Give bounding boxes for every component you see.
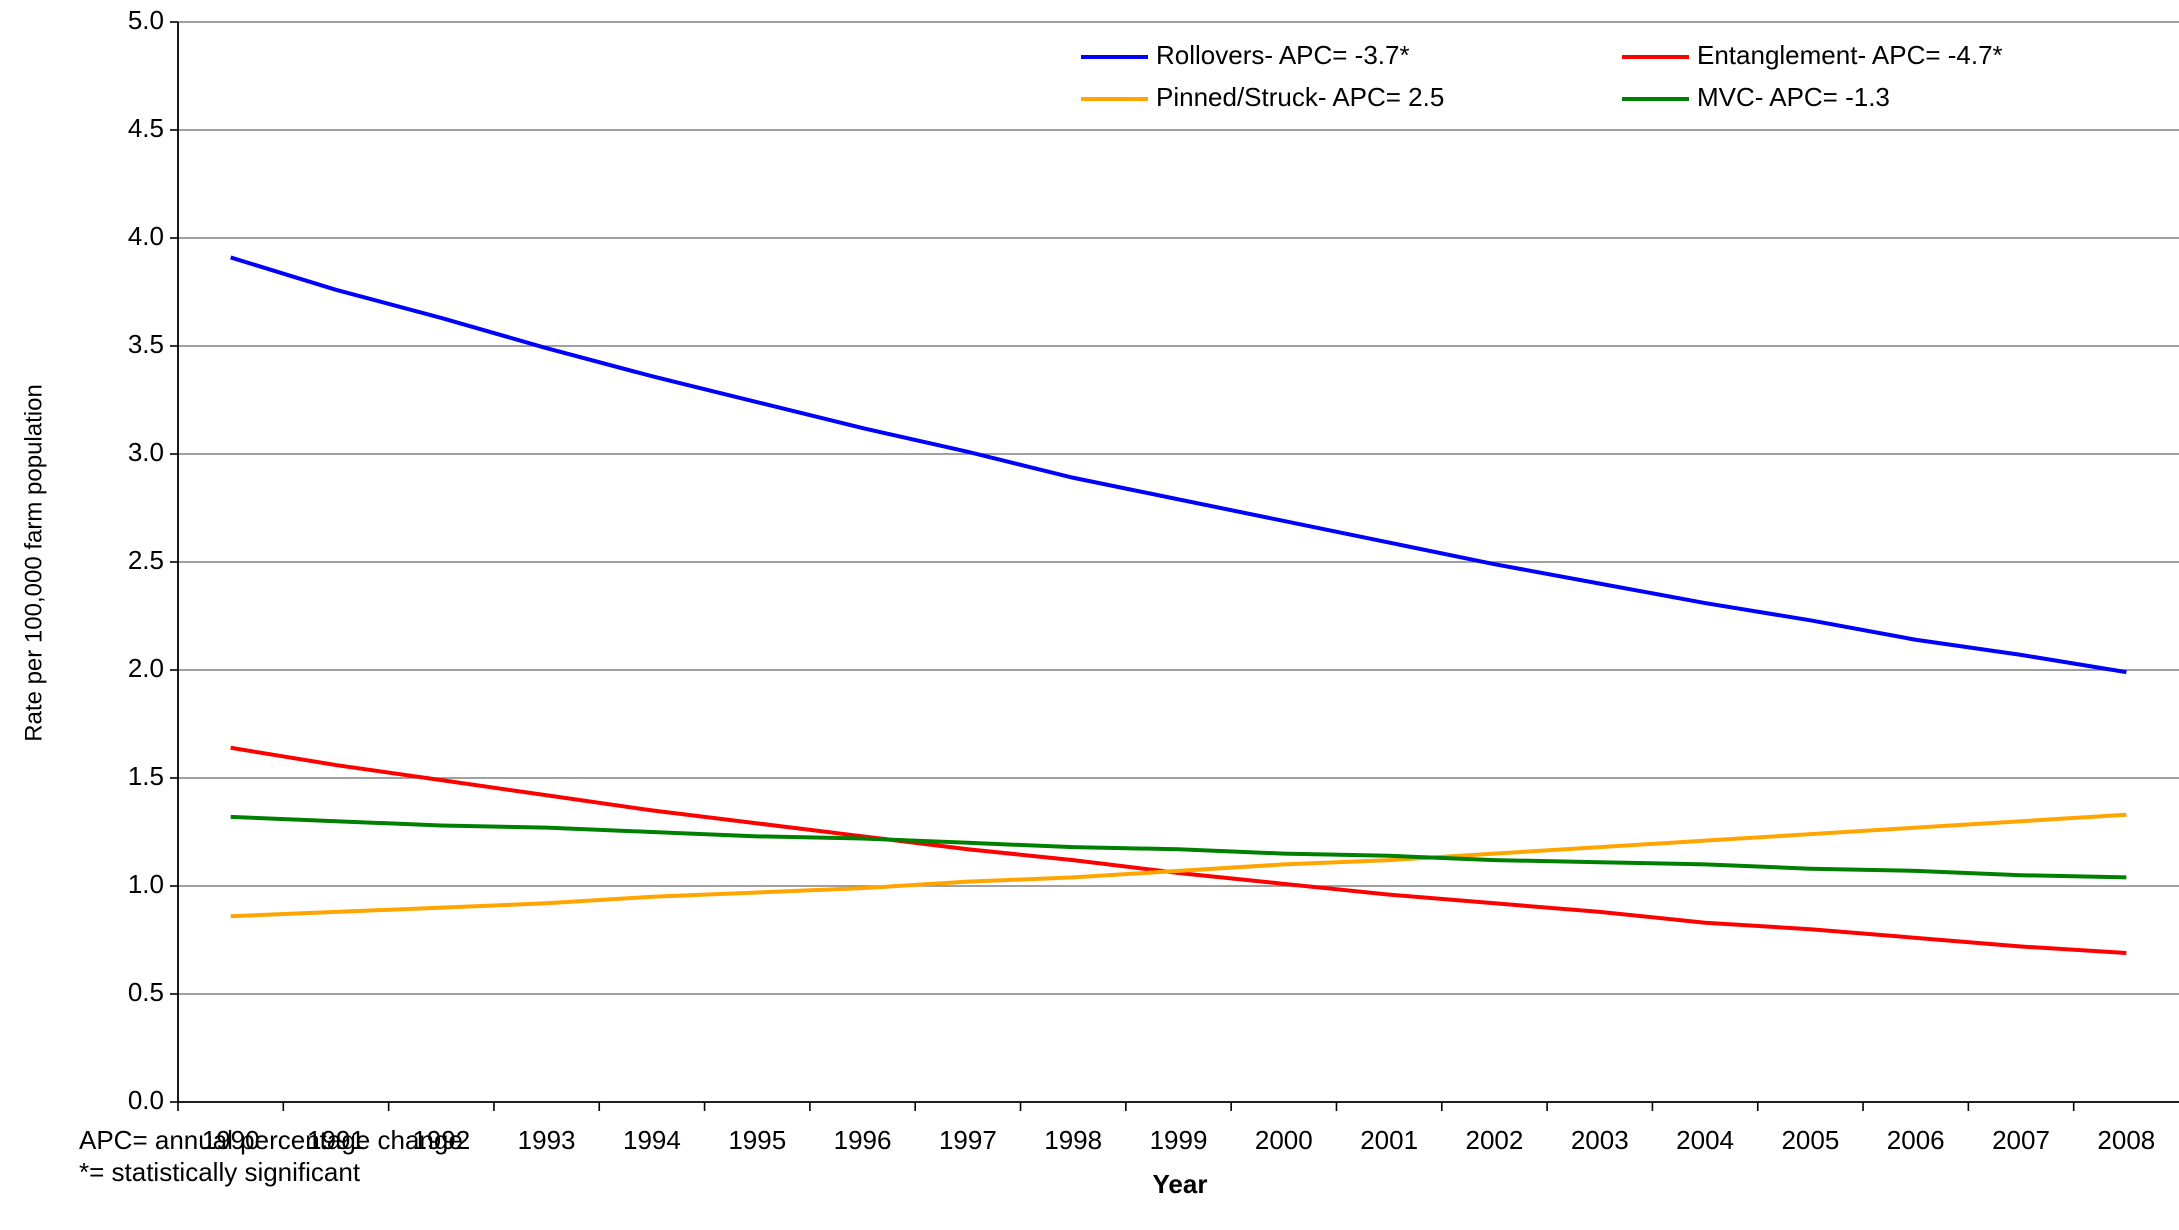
x-tick-label: 2002 [1466, 1125, 1524, 1155]
note: *= statistically significant [79, 1157, 361, 1187]
x-tick-label: 2003 [1571, 1125, 1629, 1155]
x-tick-label: 1996 [834, 1125, 892, 1155]
x-tick-label: 1995 [728, 1125, 786, 1155]
x-tick-label: 1992 [412, 1125, 470, 1155]
y-tick-label: 2.5 [128, 545, 164, 575]
x-tick-label: 1994 [623, 1125, 681, 1155]
x-tick-label: 2001 [1360, 1125, 1418, 1155]
series-line [230, 814, 2127, 880]
y-tick-label: 4.5 [128, 113, 164, 143]
y-tick-label: 5.0 [128, 5, 164, 35]
y-tick-label: 0.0 [128, 1085, 164, 1115]
x-tick-label: 2005 [1781, 1125, 1839, 1155]
x-tick-label: 1990 [202, 1125, 260, 1155]
y-tick-label: 2.0 [128, 653, 164, 683]
x-tick-label: 2008 [2097, 1125, 2155, 1155]
legend-label: Rollovers- APC= -3.7* [1156, 40, 1410, 70]
x-tick-label: 2007 [1992, 1125, 2050, 1155]
x-tick-label: 2000 [1255, 1125, 1313, 1155]
y-tick-label: 0.5 [128, 977, 164, 1007]
series-line [230, 255, 2127, 675]
y-tick-label: 1.5 [128, 761, 164, 791]
note: APC= annual percentage change [79, 1125, 463, 1155]
y-tick-label: 3.0 [128, 437, 164, 467]
x-tick-label: 1997 [939, 1125, 997, 1155]
series-line [230, 745, 2127, 955]
y-tick-label: 4.0 [128, 221, 164, 251]
legend-label: Pinned/Struck- APC= 2.5 [1156, 82, 1444, 112]
x-tick-label: 2004 [1676, 1125, 1734, 1155]
x-tick-label: 1998 [1044, 1125, 1102, 1155]
x-tick-label: 2006 [1887, 1125, 1945, 1155]
series-line [230, 812, 2127, 919]
legend-label: MVC- APC= -1.3 [1697, 82, 1890, 112]
legend-label: Entanglement- APC= -4.7* [1697, 40, 2003, 70]
x-tick-label: 1991 [307, 1125, 365, 1155]
x-axis-label: Year [1153, 1169, 1208, 1199]
x-tick-label: 1993 [518, 1125, 576, 1155]
y-tick-label: 1.0 [128, 869, 164, 899]
y-tick-label: 3.5 [128, 329, 164, 359]
x-tick-label: 1999 [1150, 1125, 1208, 1155]
y-axis-label: Rate per 100,000 farm population [20, 384, 47, 742]
